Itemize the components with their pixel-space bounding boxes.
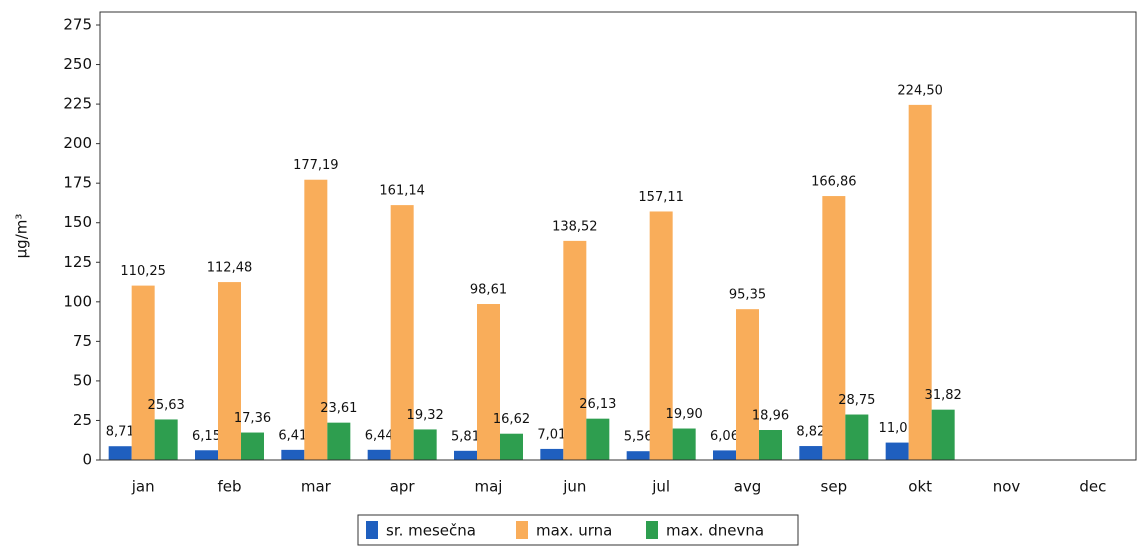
data-label: 95,35: [729, 288, 766, 303]
bar: [759, 430, 782, 460]
data-label: 224,50: [897, 83, 943, 98]
data-label: 98,61: [470, 283, 507, 298]
data-label: 112,48: [207, 261, 253, 276]
bar: [672, 428, 696, 460]
bar: [367, 449, 391, 460]
bar: [195, 450, 218, 460]
bar: [885, 442, 909, 460]
x-tick-label: feb: [217, 478, 241, 496]
x-tick-label: jun: [562, 478, 586, 496]
x-tick-label: jul: [651, 478, 670, 496]
bar: [241, 432, 264, 460]
bar: [540, 448, 564, 460]
legend-box: [357, 514, 799, 546]
x-tick-label: jan: [131, 478, 155, 496]
data-label: 6,06: [710, 429, 739, 444]
bar: [931, 409, 955, 460]
data-label: 19,90: [666, 407, 703, 422]
bar: [736, 309, 759, 460]
bar: [413, 429, 437, 460]
y-tick-label: 150: [63, 213, 92, 231]
x-tick-label: maj: [475, 478, 503, 496]
bar: [218, 282, 241, 460]
data-label: 166,86: [811, 175, 857, 190]
data-label: 23,61: [320, 401, 357, 416]
data-label: 26,13: [579, 397, 616, 412]
data-label: 5,56: [624, 430, 653, 445]
y-axis-label: µg/m³: [13, 214, 31, 259]
data-label: 18,96: [752, 409, 789, 424]
x-tick-label: apr: [390, 478, 416, 496]
bar: [281, 449, 305, 460]
bar: [131, 285, 155, 460]
data-label: 161,14: [379, 184, 425, 199]
bar: [108, 446, 132, 460]
legend-label: sr. mesečna: [386, 522, 476, 540]
x-tick-label: sep: [821, 478, 848, 496]
y-tick-label: 75: [73, 332, 92, 350]
plot-frame: [99, 11, 1137, 461]
data-label: 8,71: [106, 425, 135, 440]
data-label: 19,32: [407, 408, 444, 423]
y-tick-label: 100: [63, 292, 92, 310]
y-tick-label: 25: [73, 411, 92, 429]
data-label: 7,01: [537, 427, 566, 442]
legend-swatch: [516, 521, 528, 539]
data-label: 17,36: [234, 411, 271, 426]
x-tick-label: mar: [301, 478, 332, 496]
data-label: 138,52: [552, 219, 598, 234]
bar: [713, 450, 736, 460]
bar: [649, 211, 673, 460]
data-label: 25,63: [148, 398, 185, 413]
x-tick-label: dec: [1079, 478, 1106, 496]
x-tick-label: avg: [734, 478, 762, 496]
data-label: 6,15: [192, 429, 221, 444]
bar: [822, 196, 846, 461]
x-tick-label: okt: [908, 478, 932, 496]
bar: [477, 304, 500, 460]
data-label: 6,44: [365, 428, 394, 443]
data-label: 28,75: [838, 393, 875, 408]
data-label: 177,19: [293, 158, 339, 173]
y-tick-label: 125: [63, 253, 92, 271]
data-label: 8,82: [796, 425, 825, 440]
bar: [908, 104, 932, 460]
data-label: 31,82: [925, 388, 962, 403]
data-label: 11,01: [879, 421, 916, 436]
bar: [390, 205, 414, 460]
bar: [799, 446, 823, 460]
data-label: 5,81: [451, 429, 480, 444]
data-label: 16,62: [493, 412, 530, 427]
bar: [626, 451, 650, 460]
bar: [304, 179, 328, 460]
x-tick-label: nov: [993, 478, 1021, 496]
legend-swatch: [646, 521, 658, 539]
y-tick-label: 200: [63, 134, 92, 152]
legend-label: max. urna: [536, 522, 612, 540]
data-label: 110,25: [120, 264, 166, 279]
y-tick-label: 50: [73, 371, 92, 389]
bar: [845, 414, 869, 460]
y-tick-label: 0: [82, 451, 92, 469]
legend-swatch: [366, 521, 378, 539]
bar: [563, 240, 587, 460]
y-tick-label: 175: [63, 174, 92, 192]
data-label: 6,41: [278, 428, 307, 443]
bar: [454, 450, 477, 460]
data-label: 157,11: [638, 190, 684, 205]
legend-label: max. dnevna: [666, 522, 764, 540]
bar: [154, 419, 178, 460]
y-tick-label: 275: [63, 16, 92, 34]
y-tick-label: 225: [63, 95, 92, 113]
bar: [500, 433, 523, 460]
bar: [327, 422, 351, 460]
y-tick-label: 250: [63, 55, 92, 73]
bar: [586, 418, 610, 460]
